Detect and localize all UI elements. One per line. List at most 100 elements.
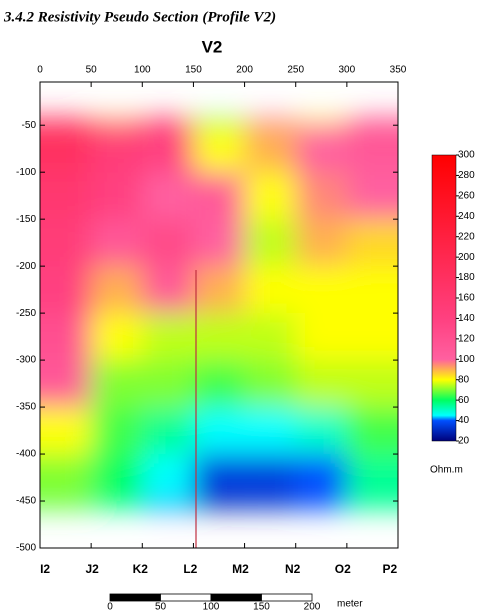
cell — [142, 219, 195, 268]
y-tick-label: -150 — [16, 214, 36, 225]
cell — [91, 407, 144, 456]
cell — [295, 454, 348, 503]
y-tick-label: -350 — [16, 402, 36, 413]
cell — [142, 360, 195, 409]
cell — [346, 313, 398, 362]
cell — [295, 501, 348, 509]
cell — [193, 407, 246, 456]
colorbar-unit: Ohm.m — [430, 465, 463, 476]
colorbar-tick-label: 220 — [458, 231, 475, 242]
cell — [346, 172, 398, 221]
cell — [91, 125, 144, 174]
x-tick-label: 200 — [236, 65, 253, 76]
chart-title: V2 — [202, 37, 223, 56]
cell — [244, 501, 297, 509]
scale-unit: meter — [337, 599, 363, 610]
cell — [295, 266, 348, 315]
cell — [295, 407, 348, 456]
x-tick-label: 0 — [37, 65, 43, 76]
scale-label: 150 — [253, 602, 270, 613]
cell — [40, 407, 93, 456]
cell — [40, 125, 93, 174]
cell — [91, 360, 144, 409]
colorbar-tick-label: 260 — [458, 190, 475, 201]
cell — [91, 266, 144, 315]
cell — [40, 360, 93, 409]
cell — [244, 313, 297, 362]
x-tick-label: 250 — [287, 65, 304, 76]
cell — [193, 266, 246, 315]
scale-label: 200 — [304, 602, 321, 613]
y-tick-label: -400 — [16, 449, 36, 460]
colorbar-tick-label: 100 — [458, 354, 475, 365]
cell — [244, 454, 297, 503]
cell — [142, 407, 195, 456]
cell — [40, 313, 93, 362]
x-tick-label: 50 — [86, 65, 98, 76]
y-tick-label: -500 — [16, 543, 36, 554]
y-tick-label: -300 — [16, 355, 36, 366]
cell — [244, 219, 297, 268]
station-label: L2 — [183, 562, 197, 576]
colorbar-tick-label: 60 — [458, 395, 470, 406]
cell — [346, 360, 398, 409]
field — [40, 118, 398, 509]
cell — [142, 454, 195, 503]
station-label: N2 — [285, 562, 301, 576]
cell — [91, 118, 144, 127]
x-tick-label: 300 — [339, 65, 356, 76]
cell — [346, 118, 398, 127]
cell — [142, 118, 195, 127]
cell — [295, 125, 348, 174]
cell — [193, 501, 246, 509]
colorbar-tick-label: 40 — [458, 415, 470, 426]
colorbar-tick-label: 140 — [458, 313, 475, 324]
cell — [91, 313, 144, 362]
scale-segment — [109, 593, 161, 602]
cell — [193, 219, 246, 268]
scale-segment — [210, 593, 262, 602]
cell — [295, 172, 348, 221]
scale-label: 50 — [155, 602, 167, 613]
cell — [91, 219, 144, 268]
cell — [346, 266, 398, 315]
colorbar-tick-label: 160 — [458, 293, 475, 304]
cell — [40, 118, 93, 127]
cell — [244, 172, 297, 221]
station-label: J2 — [85, 562, 99, 576]
cell — [244, 266, 297, 315]
x-tick-label: 150 — [185, 65, 202, 76]
cell — [40, 266, 93, 315]
x-tick-label: 100 — [134, 65, 151, 76]
station-label: I2 — [40, 562, 50, 576]
dynamic: 0 50 100 150 200 250 300 350-50-100-150-200-250… — [16, 65, 475, 613]
cell — [40, 501, 93, 509]
cell — [244, 407, 297, 456]
cells — [40, 118, 398, 509]
y-tick-label: -450 — [16, 496, 36, 507]
cell — [142, 172, 195, 221]
cell — [346, 125, 398, 174]
cell — [40, 454, 93, 503]
cell — [346, 501, 398, 509]
cell — [244, 360, 297, 409]
cell — [346, 454, 398, 503]
y-tick-label: -200 — [16, 261, 36, 272]
cell — [142, 125, 195, 174]
scale-label: 100 — [203, 602, 220, 613]
cell — [193, 125, 246, 174]
cell — [295, 118, 348, 127]
cell — [142, 266, 195, 315]
colorbar-tick-label: 280 — [458, 170, 475, 181]
cell — [295, 313, 348, 362]
plot-frame — [39, 81, 399, 549]
cell — [244, 125, 297, 174]
y-tick-label: -100 — [16, 167, 36, 178]
cell — [142, 313, 195, 362]
cell — [244, 118, 297, 127]
cell — [295, 219, 348, 268]
cell — [193, 313, 246, 362]
y-tick-label: -50 — [22, 120, 37, 131]
cell — [346, 407, 398, 456]
